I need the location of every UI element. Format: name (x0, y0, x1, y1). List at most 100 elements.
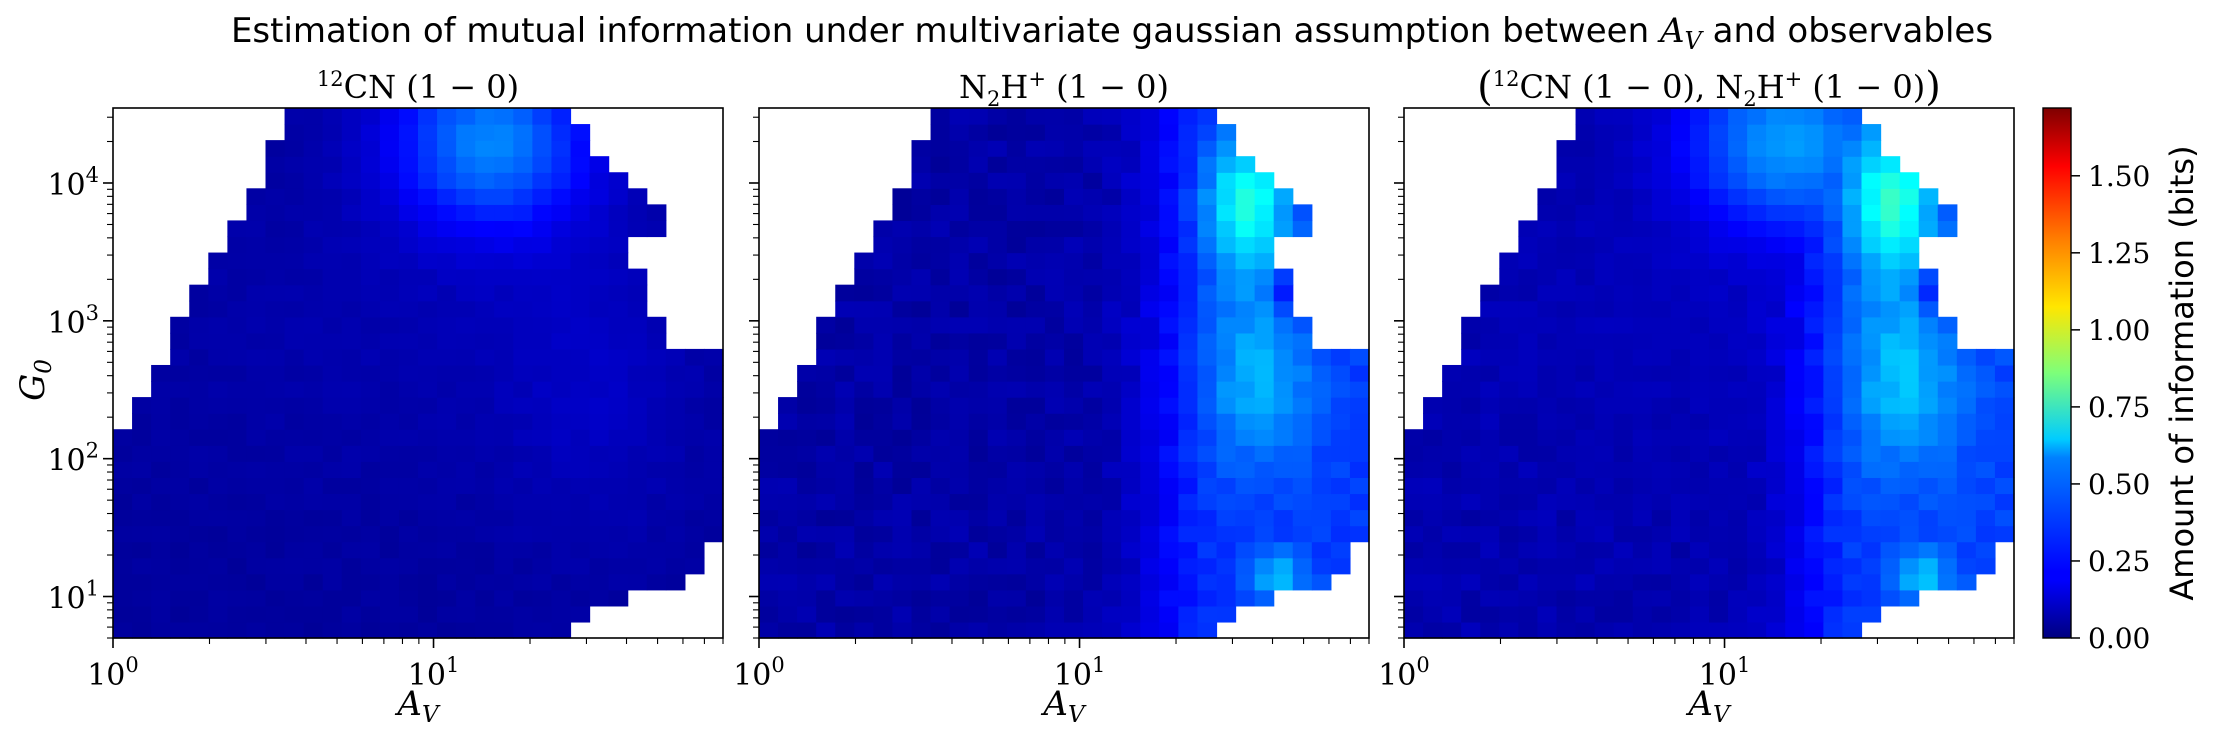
heatmap-cell (1937, 204, 1958, 222)
heatmap-cell (1594, 573, 1615, 591)
heatmap-cell (949, 188, 970, 205)
heatmap-cell (1861, 332, 1882, 350)
heatmap-cell (1918, 332, 1939, 350)
heatmap-cell (227, 541, 248, 559)
heatmap-cell (1632, 605, 1653, 623)
heatmap-cell (1956, 397, 1977, 414)
heatmap-cell (1102, 284, 1122, 302)
heatmap-cell (284, 381, 305, 398)
heatmap-cell (513, 573, 533, 591)
heatmap-cell (1461, 509, 1481, 527)
heatmap-cell (265, 188, 286, 205)
heatmap-cell (494, 397, 514, 414)
heatmap-cell (1499, 348, 1519, 366)
heatmap-cells-joint (1404, 108, 2015, 639)
heatmap-cell (1178, 156, 1199, 173)
heatmap-cell (341, 525, 362, 543)
heatmap-cell (1480, 573, 1500, 591)
heatmap-cell (551, 621, 572, 639)
heatmap-cell (1518, 332, 1539, 350)
heatmap-cell (1747, 316, 1767, 334)
heatmap-cell (437, 605, 457, 623)
heatmap-cell (1651, 300, 1672, 318)
heatmap-cell (1121, 252, 1141, 270)
heatmap-cell (246, 204, 267, 222)
heatmap-cell (1159, 284, 1179, 302)
heatmap-cell (1216, 445, 1237, 462)
heatmap-cell (379, 348, 400, 366)
heatmap-cell (1121, 316, 1141, 334)
heatmap-cell (437, 589, 457, 607)
heatmap-cell (1842, 541, 1863, 559)
heatmap-cell (379, 188, 400, 205)
heatmap-cell (1918, 525, 1939, 543)
heatmap-cell (1349, 429, 1370, 446)
heatmap-cell (1842, 140, 1863, 157)
heatmap-cell (1709, 108, 1729, 125)
heatmap-cell (1025, 316, 1046, 334)
heatmap-cell (227, 252, 248, 270)
heatmap-cell (1766, 156, 1786, 173)
heatmap-cell (379, 509, 400, 527)
heatmap-cell (1823, 589, 1844, 607)
heatmap-cell (341, 477, 362, 495)
heatmap-cell (1216, 573, 1237, 591)
heatmap-cell (1140, 493, 1160, 511)
heatmap-cell (246, 541, 267, 559)
heatmap-cell (1709, 284, 1729, 302)
heatmap-cell (532, 220, 553, 238)
heatmap-cell (1994, 509, 2015, 527)
heatmap-cell (589, 413, 610, 430)
heatmap-cell (475, 525, 495, 543)
heatmap-cell (892, 461, 913, 478)
heatmap-cell (532, 284, 553, 302)
heatmap-cell (246, 348, 267, 366)
heatmap-cell (646, 525, 667, 543)
heatmap-cell (189, 364, 209, 382)
heatmap-cell (1880, 493, 1901, 511)
heatmap-cell (1975, 381, 1996, 398)
heatmap-cell (930, 268, 951, 286)
heatmap-cell (1785, 284, 1805, 302)
heatmap-cell (987, 461, 1008, 478)
heatmap-cell (949, 332, 970, 350)
heatmap-cell (1140, 252, 1160, 270)
heatmap-cell (379, 621, 400, 639)
heatmap-cell (1880, 252, 1901, 270)
heatmap-cell (1766, 140, 1786, 157)
heatmap-cell (1159, 172, 1179, 189)
heatmap-cell (835, 445, 855, 462)
heatmap-cell (589, 477, 610, 495)
heatmap-cell (208, 381, 228, 398)
heatmap-cell (341, 172, 362, 189)
heatmap-cell (284, 140, 305, 157)
heatmap-cell (949, 124, 970, 141)
heatmap-cell (1178, 413, 1199, 430)
heatmap-cell (1728, 252, 1748, 270)
heatmap-cell (797, 413, 817, 430)
heatmap-cell (1178, 268, 1199, 286)
heatmap-cell (1006, 557, 1027, 575)
heatmap-cell (1632, 252, 1653, 270)
heatmap-cell (1404, 493, 1424, 511)
heatmap-cell (418, 429, 438, 446)
heatmap-cell (911, 188, 932, 205)
heatmap-cell (759, 509, 779, 527)
heatmap-cell (1556, 589, 1577, 607)
heatmap-cell (151, 541, 171, 559)
heatmap-cell (1918, 429, 1939, 446)
heatmap-cell (1480, 316, 1500, 334)
heatmap-cell (1689, 316, 1710, 334)
heatmap-cell (1823, 284, 1844, 302)
heatmap-cell (379, 268, 400, 286)
heatmap-cell (513, 124, 533, 141)
heatmap-cell (949, 445, 970, 462)
heatmap-cell (873, 397, 894, 414)
heatmap-cell (1823, 621, 1844, 639)
heatmap-cell (322, 284, 343, 302)
heatmap-cell (1975, 429, 1996, 446)
heatmap-cell (1842, 493, 1863, 511)
heatmap-cell (379, 525, 400, 543)
heatmap-cell (1083, 525, 1103, 543)
heatmap-cell (113, 461, 133, 478)
